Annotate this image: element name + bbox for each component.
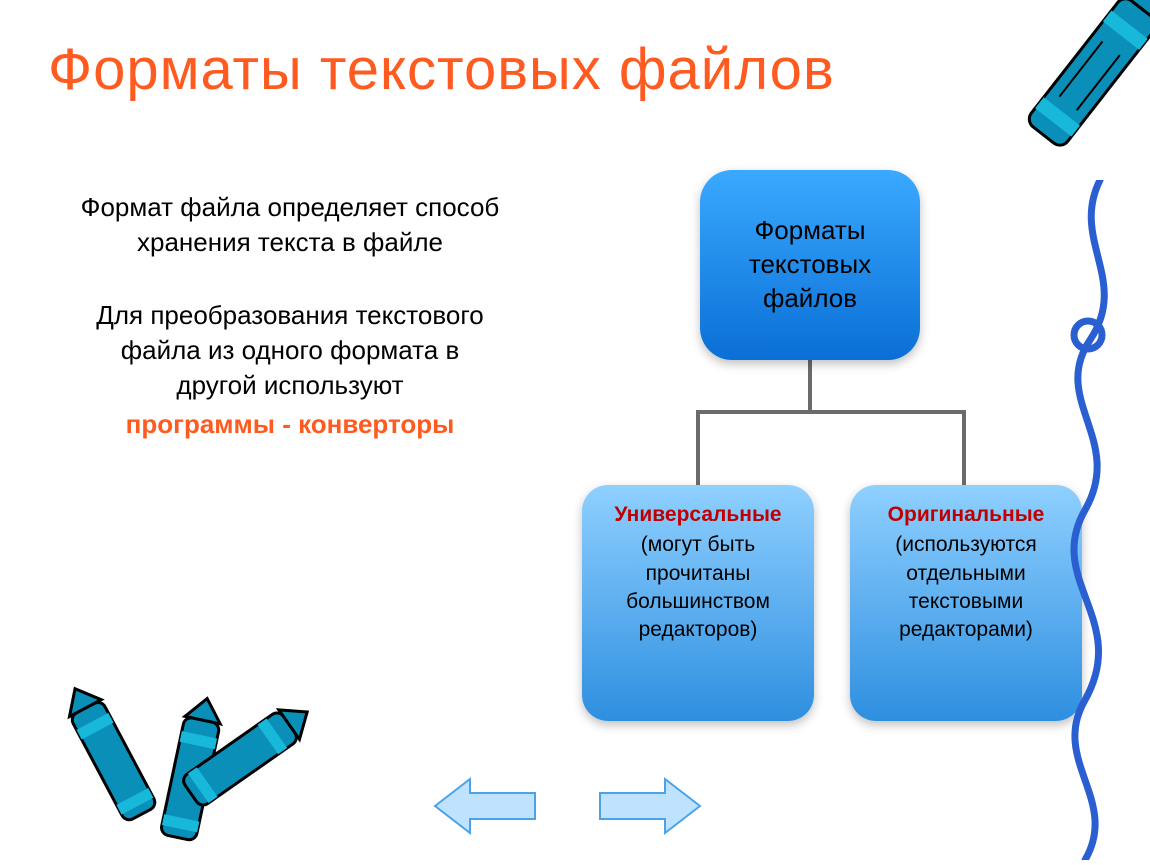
node-universal-desc: (могут быть прочитаны большинством редак… bbox=[626, 533, 770, 641]
crayon-top-right-icon bbox=[1000, 0, 1150, 205]
connector-vertical-right bbox=[962, 410, 966, 485]
prev-arrow[interactable] bbox=[430, 771, 540, 846]
accent-term: программы - конверторы bbox=[80, 409, 500, 440]
crayons-bottom-left-icon bbox=[30, 659, 310, 854]
string-decoration-icon bbox=[1030, 180, 1150, 865]
page-title: Форматы текстовых файлов bbox=[48, 36, 835, 103]
connector-vertical-left bbox=[696, 410, 700, 485]
node-original-desc: (используются отдельными текстовыми реда… bbox=[895, 533, 1036, 641]
node-universal-title: Универсальные bbox=[592, 501, 804, 529]
arrow-left-icon bbox=[430, 771, 540, 841]
node-root-label: Форматы текстовых файлов bbox=[718, 214, 902, 315]
formats-tree-diagram: Форматы текстовых файлов Универсальные (… bbox=[570, 170, 1090, 750]
node-root: Форматы текстовых файлов bbox=[700, 170, 920, 360]
conversion-paragraph: Для преобразования текстового файла из о… bbox=[80, 298, 500, 403]
node-universal: Универсальные (могут быть прочитаны боль… bbox=[582, 485, 814, 721]
next-arrow[interactable] bbox=[595, 771, 705, 846]
connector-vertical-root bbox=[808, 360, 812, 410]
connector-horizontal bbox=[696, 410, 966, 414]
left-text-column: Формат файла определяет способ хранения … bbox=[80, 190, 500, 440]
definition-paragraph: Формат файла определяет способ хранения … bbox=[80, 190, 500, 260]
arrow-right-icon bbox=[595, 771, 705, 841]
